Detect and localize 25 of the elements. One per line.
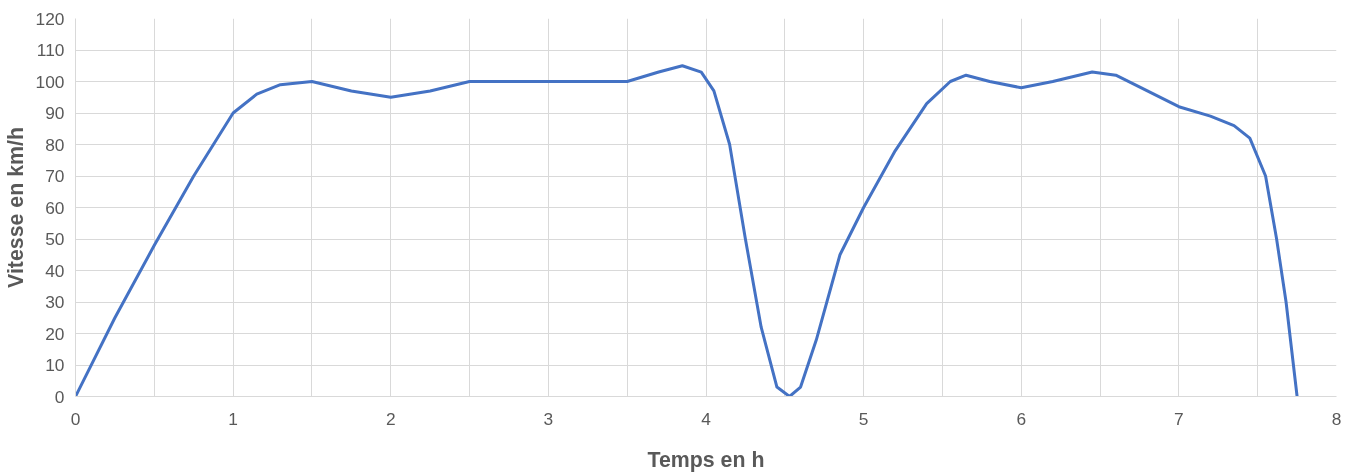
y-tick-label: 10 [45, 355, 65, 375]
x-tick-label: 1 [228, 408, 238, 429]
y-tick-label: 70 [45, 166, 65, 186]
y-tick-label: 120 [35, 8, 65, 29]
y-tick-label: 80 [45, 134, 65, 155]
x-tick-label: 0 [70, 408, 81, 429]
x-tick-label: 5 [858, 408, 869, 429]
y-tick-label: 20 [45, 323, 65, 344]
x-tick-label: 2 [385, 408, 396, 429]
x-tick-label: 7 [1174, 408, 1184, 429]
y-axis-title: Vitesse en km/h [3, 127, 28, 288]
y-tick-label: 50 [45, 229, 65, 249]
x-tick-label: 8 [1331, 408, 1342, 429]
y-tick-label: 100 [35, 71, 65, 92]
y-tick-label: 60 [45, 197, 65, 218]
x-axis-title: Temps en h [647, 447, 765, 472]
x-tick-label: 3 [543, 408, 554, 429]
x-tick-label: 4 [701, 408, 712, 429]
y-tick-label: 90 [45, 103, 65, 123]
line-series [75, 64, 1299, 397]
y-tick-label: 40 [45, 260, 65, 281]
y-tick-label: 0 [54, 386, 65, 407]
y-tick-label: 30 [45, 292, 65, 312]
x-tick-label: 6 [1016, 408, 1027, 429]
y-tick-label: 110 [36, 40, 65, 60]
